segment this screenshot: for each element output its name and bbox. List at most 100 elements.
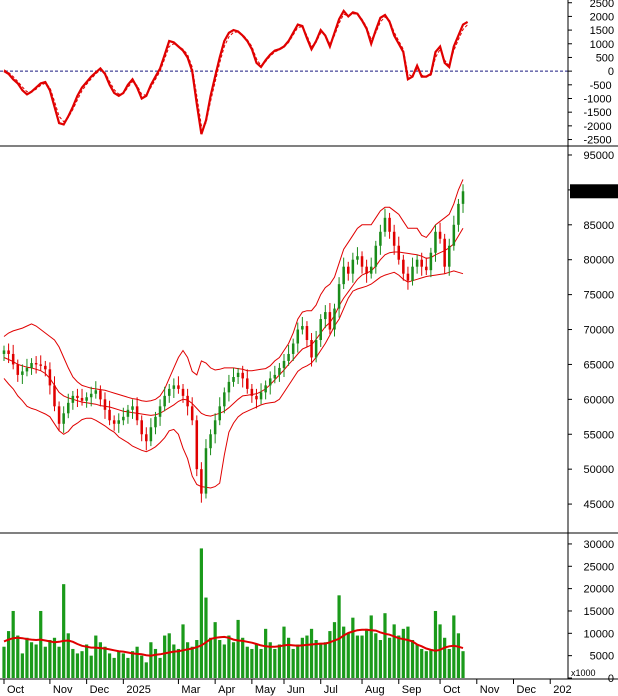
volume-bar	[300, 637, 304, 678]
osc-line	[3, 8, 469, 135]
volume-bar	[323, 642, 327, 678]
volume-unit-label: x1000	[571, 668, 596, 678]
candle-body	[360, 256, 364, 267]
volume-bar	[94, 635, 98, 678]
volume-bar	[328, 631, 332, 678]
volume-bar	[71, 648, 75, 678]
candle-body	[301, 326, 304, 330]
candle-body	[76, 395, 79, 398]
candle-body	[282, 360, 286, 368]
candle-body	[369, 266, 373, 274]
candle-body	[94, 390, 98, 394]
price-ytick-label: 85000	[584, 220, 615, 232]
candle-body	[402, 259, 405, 274]
volume-bar	[75, 653, 80, 678]
osc-ytick-label: -2500	[584, 135, 612, 147]
volume-bar	[456, 633, 461, 678]
candle-body	[314, 340, 318, 358]
volume-bar	[309, 628, 314, 678]
xtick-label: 202	[553, 684, 571, 696]
volume-bar	[241, 637, 245, 678]
candle-body	[172, 385, 176, 389]
candle-body	[438, 231, 442, 239]
xtick-label: May	[255, 684, 276, 696]
volume-ytick-label: 15000	[584, 606, 615, 618]
volume-bar	[186, 642, 190, 678]
candle-body	[337, 284, 341, 309]
candle-body	[425, 266, 428, 271]
candle-body	[103, 399, 107, 410]
candle-body	[415, 259, 419, 267]
candle-body	[268, 378, 272, 386]
xtick-label: Dec	[90, 684, 110, 696]
candle-body	[236, 372, 240, 378]
candle-body	[319, 319, 322, 340]
candle-body	[163, 395, 166, 407]
price-ytick-label: 70000	[584, 325, 615, 337]
volume-bar	[85, 644, 89, 678]
candle-body	[149, 427, 153, 442]
volume-bar	[250, 648, 254, 678]
candle-body	[278, 367, 281, 375]
volume-bar	[355, 635, 360, 678]
volume-ytick-label: 5000	[590, 651, 614, 663]
candle-body	[356, 256, 359, 260]
volume-bar	[236, 619, 240, 678]
volume-bar	[158, 657, 162, 678]
candle-body	[388, 217, 391, 232]
candle-body	[177, 385, 180, 389]
volume-bar	[98, 642, 102, 678]
volume-bar	[268, 642, 272, 678]
price-ytick-label: 60000	[584, 394, 615, 406]
volume-bar	[346, 633, 350, 678]
osc-ytick-label: 1000	[590, 39, 614, 51]
volume-bar	[351, 617, 355, 678]
candle-body	[333, 308, 336, 330]
volume-bar	[273, 648, 277, 678]
volume-bar	[254, 644, 259, 678]
candle-body	[305, 326, 309, 340]
candle-body	[379, 231, 382, 246]
candle-body	[186, 395, 189, 407]
volume-bar	[438, 624, 442, 678]
volume-ytick-label: 25000	[584, 561, 615, 573]
candle-body	[2, 350, 6, 354]
volume-bar	[2, 646, 6, 678]
volume-bar	[222, 644, 226, 678]
volume-bar	[365, 628, 369, 678]
middle-band-line	[3, 228, 464, 417]
candle-body	[34, 363, 38, 365]
osc-ytick-label: -500	[590, 80, 612, 92]
volume-bar	[401, 628, 405, 678]
candle-body	[328, 312, 332, 330]
xtick-label: Jul	[324, 684, 338, 696]
volume-bar	[112, 657, 116, 678]
candle-body	[112, 420, 116, 424]
candle-body	[420, 259, 423, 267]
candle-body	[135, 406, 139, 421]
xtick-label: Nov	[53, 684, 73, 696]
candle-body	[145, 434, 148, 442]
volume-bar	[424, 651, 428, 678]
volume-bar	[296, 644, 300, 678]
volume-bar	[415, 644, 419, 678]
candle-body	[108, 409, 111, 421]
volume-bar	[149, 642, 153, 678]
volume-bar	[392, 624, 396, 678]
candle-body	[99, 390, 102, 400]
volume-bar	[282, 626, 286, 678]
last-price-label: 89800.00	[573, 187, 615, 198]
upper-band-line	[3, 179, 464, 402]
osc-ytick-label: 2000	[590, 11, 614, 23]
volume-bar	[369, 615, 373, 678]
candle-body	[434, 231, 437, 253]
candle-body	[158, 406, 162, 417]
volume-bar	[447, 648, 451, 678]
volume-ma-line	[3, 628, 464, 657]
candle-body	[85, 397, 88, 401]
osc-ytick-label: 0	[608, 66, 614, 78]
candle-body	[255, 395, 258, 400]
candle-body	[392, 231, 396, 246]
volume-bar	[20, 653, 24, 678]
